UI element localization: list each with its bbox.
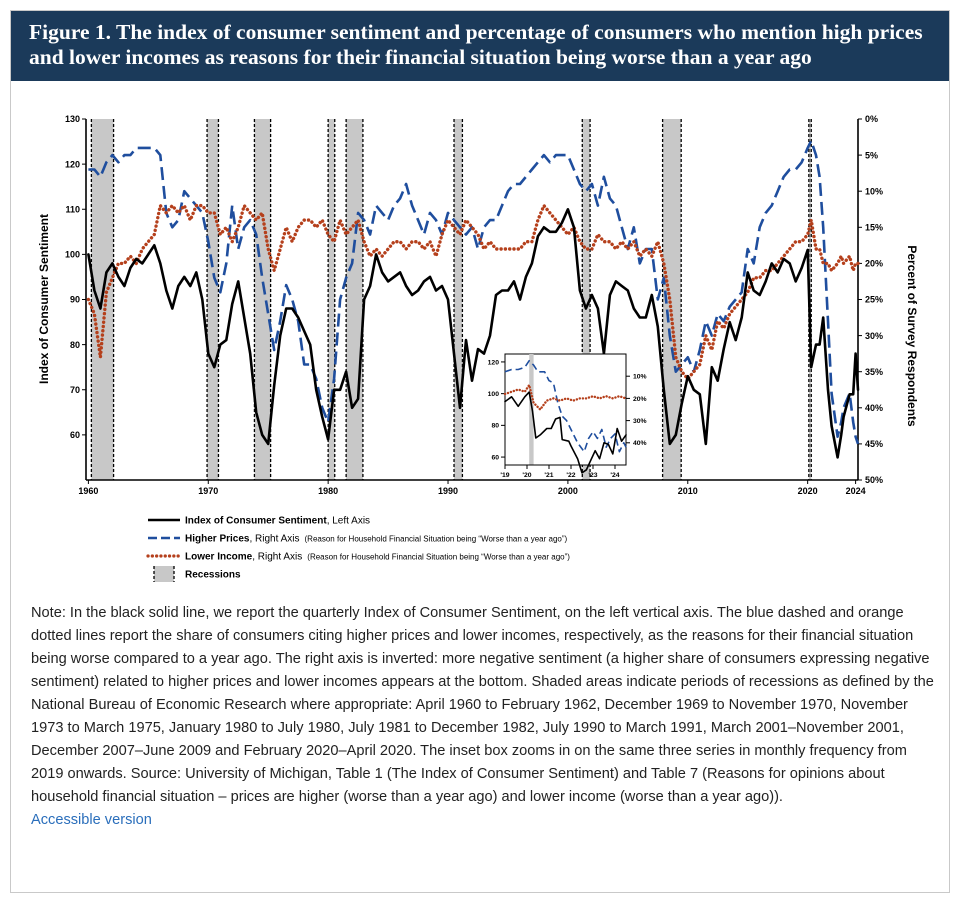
x-tick-label: '19 [500, 472, 509, 479]
y2-tick-label: 25% [865, 295, 883, 305]
y-tick-label: 100 [488, 391, 500, 398]
y-tick-label: 70 [70, 385, 80, 395]
legend-label-note: (Reason for Household Financial Situatio… [305, 535, 568, 544]
sentiment-line [87, 208, 860, 459]
legend: Index of Consumer Sentiment, Left Axis Hi… [146, 516, 570, 582]
x-tick-label: '22 [566, 472, 575, 479]
legend-label-main: Higher Prices [185, 534, 250, 545]
x-tick-label: 2010 [678, 486, 698, 496]
y2-tick-label: 30% [633, 418, 647, 425]
y-tick-label: 120 [65, 159, 80, 169]
y2-tick-label: 35% [865, 367, 883, 377]
figure-title: Figure 1. The index of consumer sentimen… [29, 20, 923, 69]
note-text: Note: In the black solid line, we report… [31, 605, 934, 805]
y2-tick-label: 40% [633, 440, 647, 447]
x-tick-label: 1970 [198, 486, 218, 496]
recession-band [254, 119, 271, 480]
y-tick-label: 120 [488, 359, 500, 366]
accessible-version-link[interactable]: Accessible version [31, 812, 152, 828]
recession-band [328, 119, 335, 480]
y-tick-label: 100 [65, 250, 80, 260]
x-tick-label: 2024 [846, 486, 866, 496]
x-tick-label: '24 [610, 472, 619, 479]
main-chart: 60 70 80 90 100 110 120 130 0% 5% 10% 15% 20% 25% 30% 3… [37, 114, 919, 496]
legend-label-recession: Recessions [185, 570, 241, 581]
legend-label-suffix: , Right Axis [252, 552, 302, 563]
recession-band [582, 119, 591, 480]
y2-tick-label: 0% [865, 114, 878, 124]
y2-tick-label: 50% [865, 475, 883, 485]
legend-label-main: Recessions [185, 570, 241, 581]
legend-label-suffix: , Right Axis [249, 534, 299, 545]
legend-label-main: Index of Consumer Sentiment [185, 516, 327, 527]
x-tick-label: 2020 [798, 486, 818, 496]
y2-tick-label: 30% [865, 331, 883, 341]
y2-tick-label: 20% [865, 259, 883, 269]
y-tick-label: 60 [491, 454, 499, 461]
y-tick-label: 90 [70, 295, 80, 305]
sentiment-line [504, 391, 627, 474]
inset-chart: 60 80 100 120 10% 20% 30% 40% '19 '20 '21 '22 '23 '24 [488, 353, 647, 479]
y-tick-label: 80 [70, 340, 80, 350]
y2-tick-label: 10% [633, 374, 647, 381]
higher-prices-line [88, 139, 860, 445]
y2-tick-label: 40% [865, 403, 883, 413]
recession-band [346, 119, 363, 480]
recession-band [529, 354, 534, 465]
y2-tick-label: 45% [865, 439, 883, 449]
x-tick-label: '21 [544, 472, 553, 479]
legend-label-suffix: , Left Axis [327, 516, 370, 527]
x-tick-label: 1960 [78, 486, 98, 496]
legend-label-note: (Reason for Household Financial Situatio… [307, 553, 570, 562]
y2-tick-label: 20% [633, 396, 647, 403]
y2-tick-label: 10% [865, 186, 883, 196]
y2-tick-label: 15% [865, 222, 883, 232]
y-tick-label: 130 [65, 114, 80, 124]
y-axis-title: Index of Consumer Sentiment [37, 214, 51, 384]
x-tick-label: 2000 [558, 486, 578, 496]
legend-label-sentiment: Index of Consumer Sentiment, Left Axis [185, 516, 370, 527]
figure-note: Note: In the black solid line, we report… [31, 602, 936, 832]
y2-axis-title: Percent of Survey Respondents [905, 245, 919, 427]
x-tick-label: '20 [522, 472, 531, 479]
figure-header: Figure 1. The index of consumer sentimen… [11, 11, 949, 81]
recession-band [662, 119, 682, 480]
lower-income-line [503, 383, 628, 411]
y-tick-label: 80 [491, 423, 499, 430]
legend-label-prices: Higher Prices, Right Axis (Reason for Hou… [185, 534, 568, 545]
x-tick-label: 1980 [318, 486, 338, 496]
legend-swatch-recession [154, 566, 174, 582]
y-tick-label: 60 [70, 430, 80, 440]
y2-tick-label: 5% [865, 150, 878, 160]
lower-income-line [86, 203, 860, 381]
recession-band [454, 119, 463, 480]
x-tick-label: '23 [588, 472, 597, 479]
inset-frame [504, 353, 627, 466]
y-tick-label: 110 [65, 204, 80, 214]
figure-panel: Figure 1. The index of consumer sentimen… [10, 10, 950, 893]
legend-label-income: Lower Income, Right Axis (Reason for Hous… [185, 552, 570, 563]
x-tick-label: 1990 [438, 486, 458, 496]
legend-label-main: Lower Income [185, 552, 253, 563]
recession-band [207, 119, 219, 480]
